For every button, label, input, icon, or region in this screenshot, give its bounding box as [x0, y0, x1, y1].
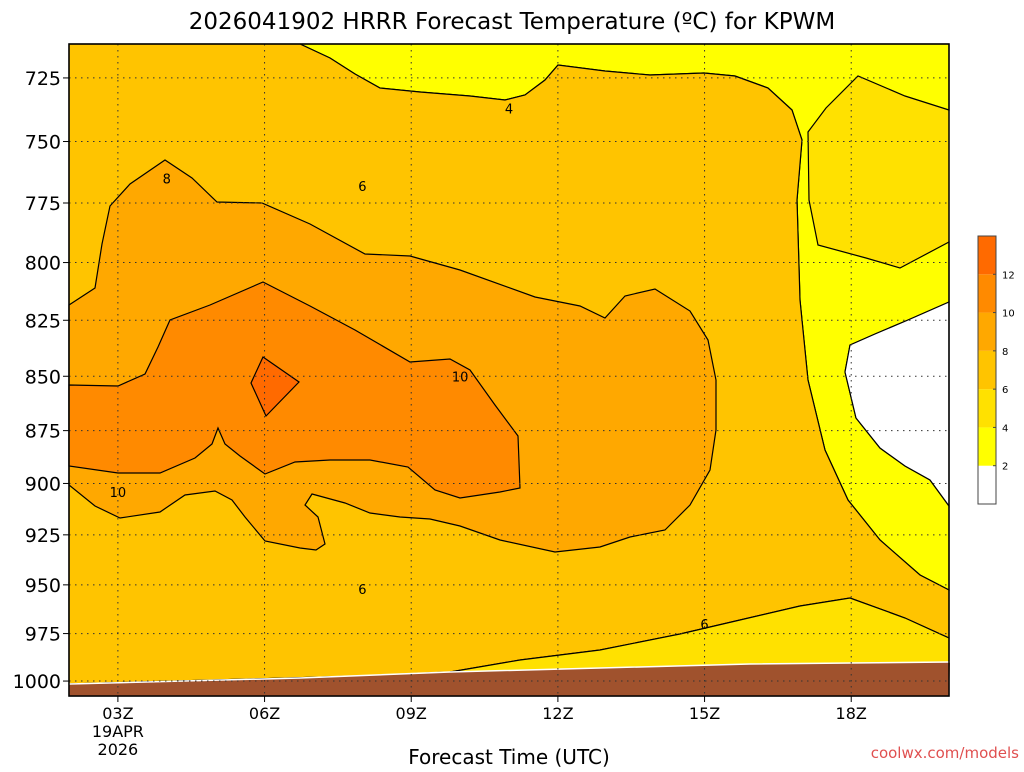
x-tick-label: 12Z	[542, 704, 573, 723]
x-tick-label: 09Z	[396, 704, 427, 723]
colorbar-label: 2	[1002, 462, 1008, 473]
y-tick-label: 775	[25, 193, 61, 215]
colorbar-label: 6	[1002, 385, 1008, 396]
x-tick-label: 15Z	[689, 704, 720, 723]
band-10-12	[68, 281, 521, 499]
colorbar-label: 8	[1002, 347, 1008, 358]
chart-title: 2026041902 HRRR Forecast Temperature (ºC…	[189, 9, 835, 35]
x-tick-label: 03Z	[102, 704, 133, 723]
colorbar-swatch	[978, 274, 996, 313]
x-tick-label: 06Z	[249, 704, 280, 723]
plot-area: 4 6 6 6 8 10 10	[68, 43, 951, 697]
y-axis: 725 750 775 800 825 850 875 900 925 950 975 1000	[13, 68, 69, 693]
band-12-14	[250, 356, 300, 418]
y-tick-label: 725	[25, 68, 61, 90]
y-tick-label: 1000	[13, 671, 61, 693]
band-0-2	[844, 301, 950, 508]
contour-label: 6	[358, 180, 366, 195]
contour-label: 4	[505, 103, 513, 118]
colorbar-label: 12	[1002, 270, 1015, 281]
x-tick-label: 18Z	[836, 704, 867, 723]
colorbar: 2 4 6 8 10 12	[977, 235, 1015, 505]
x-date-label: 19APR	[92, 722, 144, 741]
y-tick-label: 925	[25, 525, 61, 547]
contour-label: 6	[358, 583, 366, 598]
plot-frame	[68, 43, 950, 697]
contour-label: 10	[452, 370, 469, 385]
terrain	[69, 662, 950, 696]
contour-labels: 4 6 6 6 8 10 10	[110, 103, 709, 633]
contour-label: 6	[700, 618, 708, 633]
colorbar-swatch	[978, 236, 996, 275]
grid-lines	[69, 44, 949, 696]
colorbar-swatch	[978, 350, 996, 390]
colorbar-swatch	[978, 312, 996, 351]
contour-label: 10	[110, 486, 127, 501]
y-tick-label: 750	[25, 132, 61, 154]
y-tick-label: 950	[25, 575, 61, 597]
terrain-edge	[68, 661, 951, 685]
colorbar-swatch	[978, 427, 996, 466]
y-tick-label: 875	[25, 421, 61, 443]
colorbar-swatch	[978, 389, 996, 428]
contour-label: 8	[163, 173, 171, 188]
x-axis-label: Forecast Time (UTC)	[408, 745, 610, 768]
colorbar-label: 10	[1002, 309, 1015, 320]
x-date-label: 2026	[98, 740, 139, 759]
y-tick-label: 825	[25, 310, 61, 332]
credit-text[interactable]: coolwx.com/models	[871, 744, 1019, 762]
colorbar-swatch	[978, 465, 996, 504]
y-tick-label: 975	[25, 624, 61, 646]
y-tick-label: 900	[25, 473, 61, 495]
y-tick-label: 850	[25, 366, 61, 388]
colorbar-frame	[977, 235, 997, 505]
colorbar-label: 4	[1002, 423, 1008, 434]
y-tick-label: 800	[25, 253, 61, 275]
